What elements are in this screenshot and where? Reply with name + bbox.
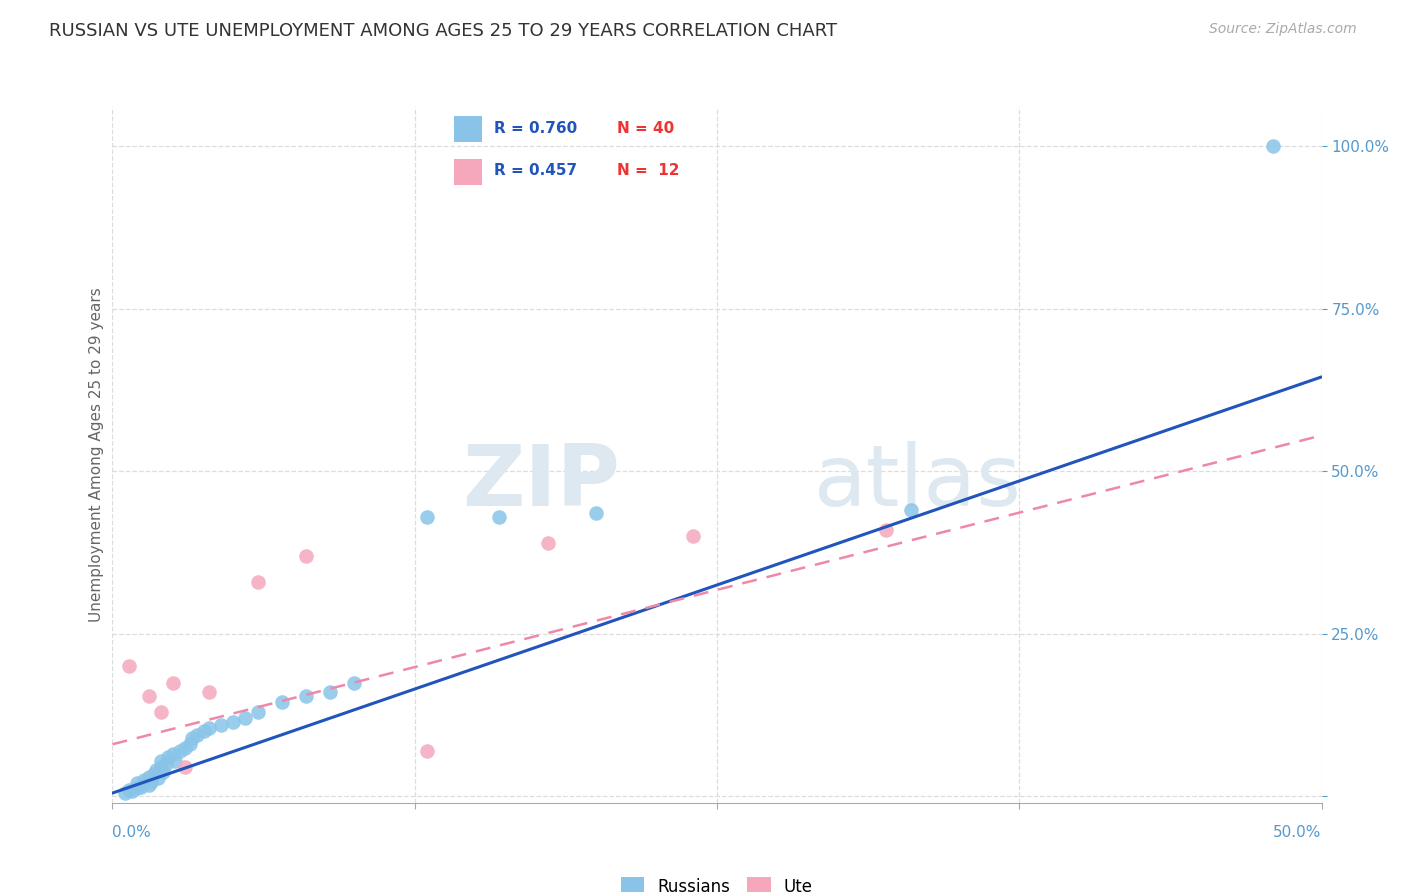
Point [169, 744, 191, 758]
Point [209, 718, 232, 732]
Point [118, 659, 141, 673]
Text: N =  12: N = 12 [617, 162, 679, 178]
Legend: Russians, Ute: Russians, Ute [614, 871, 820, 892]
Point [246, 574, 269, 589]
Point [149, 754, 172, 768]
Point [131, 780, 153, 794]
Point [118, 782, 141, 797]
Point [114, 786, 136, 800]
Point [246, 705, 269, 719]
Y-axis label: Unemployment Among Ages 25 to 29 years: Unemployment Among Ages 25 to 29 years [89, 287, 104, 623]
Point [152, 764, 174, 779]
Point [138, 689, 160, 703]
Point [142, 766, 165, 780]
Point [138, 778, 160, 792]
Point [682, 529, 704, 543]
Point [162, 747, 184, 761]
Point [155, 756, 177, 771]
Point [270, 695, 292, 709]
Text: ZIP: ZIP [463, 442, 620, 524]
Point [416, 509, 439, 524]
Point [295, 689, 318, 703]
Point [1263, 139, 1285, 153]
Point [141, 775, 163, 789]
Point [585, 507, 607, 521]
Point [186, 727, 208, 741]
Text: Source: ZipAtlas.com: Source: ZipAtlas.com [1209, 22, 1357, 37]
Text: atlas: atlas [814, 442, 1022, 524]
Text: N = 40: N = 40 [617, 121, 675, 136]
Point [162, 675, 184, 690]
Point [179, 737, 201, 751]
Point [222, 714, 245, 729]
Point [235, 711, 257, 725]
Text: 0.0%: 0.0% [112, 825, 152, 840]
Point [900, 503, 922, 517]
Point [149, 705, 172, 719]
Text: R = 0.457: R = 0.457 [494, 162, 576, 178]
Text: R = 0.760: R = 0.760 [494, 121, 576, 136]
Point [198, 685, 221, 699]
Text: 50.0%: 50.0% [1274, 825, 1322, 840]
Point [145, 764, 167, 778]
Point [132, 772, 155, 787]
Point [125, 781, 148, 796]
Point [125, 776, 148, 790]
Point [875, 523, 897, 537]
FancyBboxPatch shape [454, 116, 482, 142]
Point [416, 744, 439, 758]
Point [193, 724, 215, 739]
Point [174, 760, 197, 774]
FancyBboxPatch shape [454, 159, 482, 185]
Point [174, 740, 197, 755]
Point [157, 750, 180, 764]
Text: RUSSIAN VS UTE UNEMPLOYMENT AMONG AGES 25 TO 29 YEARS CORRELATION CHART: RUSSIAN VS UTE UNEMPLOYMENT AMONG AGES 2… [49, 22, 838, 40]
Point [198, 721, 221, 735]
Point [181, 731, 204, 745]
Point [343, 675, 366, 690]
Point [165, 754, 187, 768]
Point [148, 771, 170, 785]
Point [121, 784, 143, 798]
Point [149, 760, 172, 774]
Point [295, 549, 318, 563]
Point [319, 685, 342, 699]
Point [537, 535, 560, 549]
Point [488, 509, 510, 524]
Point [138, 770, 160, 784]
